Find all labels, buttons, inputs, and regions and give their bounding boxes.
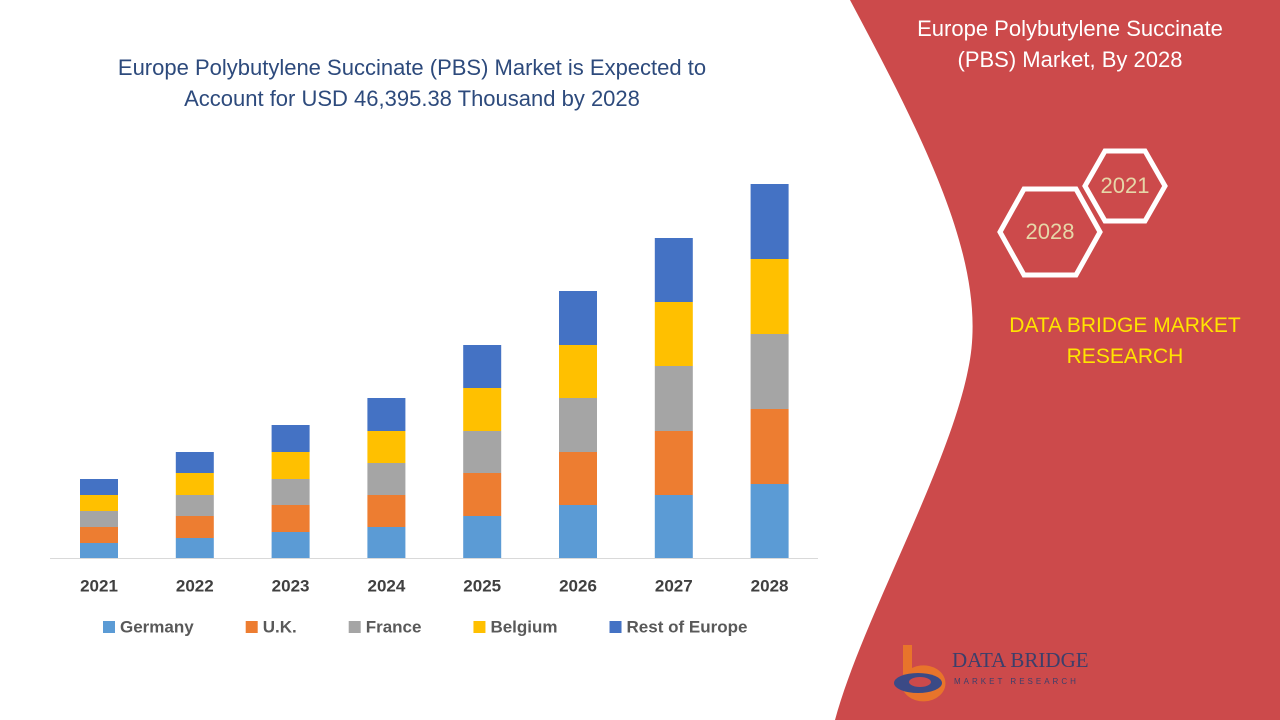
bar-segment xyxy=(175,452,214,473)
legend-swatch xyxy=(473,621,486,633)
bar-segment xyxy=(367,431,406,463)
bar-segment xyxy=(175,473,214,495)
bar-segment xyxy=(463,473,502,516)
bar-segment xyxy=(175,538,214,558)
logo-tagline: MARKET RESEARCH xyxy=(954,677,1079,686)
side-panel-bg xyxy=(835,0,1280,720)
bar-segment xyxy=(463,431,502,473)
bar-segment xyxy=(271,532,310,558)
bar-segment xyxy=(654,495,693,558)
legend-label: U.K. xyxy=(263,617,297,636)
bar-segment xyxy=(654,366,693,431)
badge: 2028 xyxy=(1026,219,1075,244)
x-tick-label: 2024 xyxy=(367,576,405,595)
bar-segment xyxy=(559,452,597,505)
brand: DATA BRIDGE MARKET RESEARCH xyxy=(1009,314,1241,368)
bar-segment xyxy=(367,527,406,558)
bar-segment xyxy=(175,495,214,516)
bar-segment xyxy=(271,425,310,452)
bar-segment xyxy=(367,495,406,527)
bar-segment xyxy=(750,484,789,558)
x-tick-label: 2022 xyxy=(176,576,214,595)
bar-segment xyxy=(654,431,693,495)
bar-segment xyxy=(175,516,214,538)
bar-segment xyxy=(271,505,310,532)
legend-swatch xyxy=(348,621,361,633)
bar-segment xyxy=(367,463,406,495)
chart-title: Europe Polybutylene Succinate (PBS) Mark… xyxy=(117,55,707,111)
bar-segment xyxy=(750,409,789,484)
legend-swatch xyxy=(103,621,115,633)
bar-segment xyxy=(463,516,502,558)
x-tick-label: 2026 xyxy=(559,576,597,595)
x-tick-label: 2025 xyxy=(463,576,501,595)
bar-segment xyxy=(80,479,118,495)
hexagon xyxy=(997,186,1103,278)
bar-segment xyxy=(271,452,310,479)
x-tick-label: 2028 xyxy=(751,576,789,595)
bar-segment xyxy=(750,334,789,409)
logo-icon xyxy=(894,645,946,702)
bar-segment xyxy=(750,259,789,334)
legend-swatch xyxy=(245,621,258,633)
legend-label: France xyxy=(366,617,422,636)
bar-segment xyxy=(559,505,597,558)
legend-label: Germany xyxy=(120,617,194,636)
bar-segment xyxy=(654,238,693,302)
bar-segment xyxy=(367,398,406,431)
panel-title: Europe Polybutylene Succinate (PBS) Mark… xyxy=(917,16,1223,72)
x-tick-label: 2021 xyxy=(80,576,118,595)
bar-segment xyxy=(463,388,502,431)
bar-segment xyxy=(463,345,502,388)
x-tick-label: 2027 xyxy=(655,576,693,595)
logo-name: DATA BRIDGE xyxy=(952,648,1089,672)
badge: 2021 xyxy=(1101,173,1150,198)
bar-segment xyxy=(559,291,597,345)
bar-segment xyxy=(80,543,118,558)
bar-segment xyxy=(750,184,789,259)
bar-segment xyxy=(654,302,693,366)
legend-label: Rest of Europe xyxy=(627,617,748,636)
x-tick-label: 2023 xyxy=(272,576,310,595)
hexagon xyxy=(1082,148,1168,224)
bar-segment xyxy=(80,527,118,543)
bar-segment xyxy=(80,495,118,511)
legend-label: Belgium xyxy=(490,617,557,636)
bar-segment xyxy=(271,479,310,505)
legend-swatch xyxy=(609,621,622,633)
bar-segment xyxy=(559,398,597,452)
bar-segment xyxy=(80,511,118,527)
bar-segment xyxy=(559,345,597,398)
